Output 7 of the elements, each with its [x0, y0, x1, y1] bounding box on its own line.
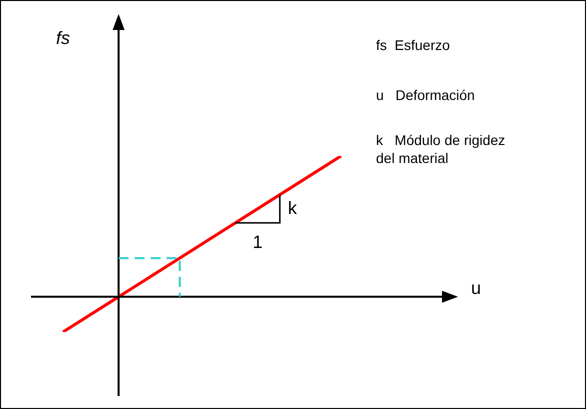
text: k Módulo de rigidez del material [376, 131, 506, 167]
text: u [471, 278, 482, 298]
annotation: k [288, 198, 297, 218]
annotation: 1 [252, 232, 263, 252]
text: u Deformación [376, 86, 476, 104]
text: fs [56, 28, 70, 48]
text: fs Esfuerzo [376, 36, 451, 54]
